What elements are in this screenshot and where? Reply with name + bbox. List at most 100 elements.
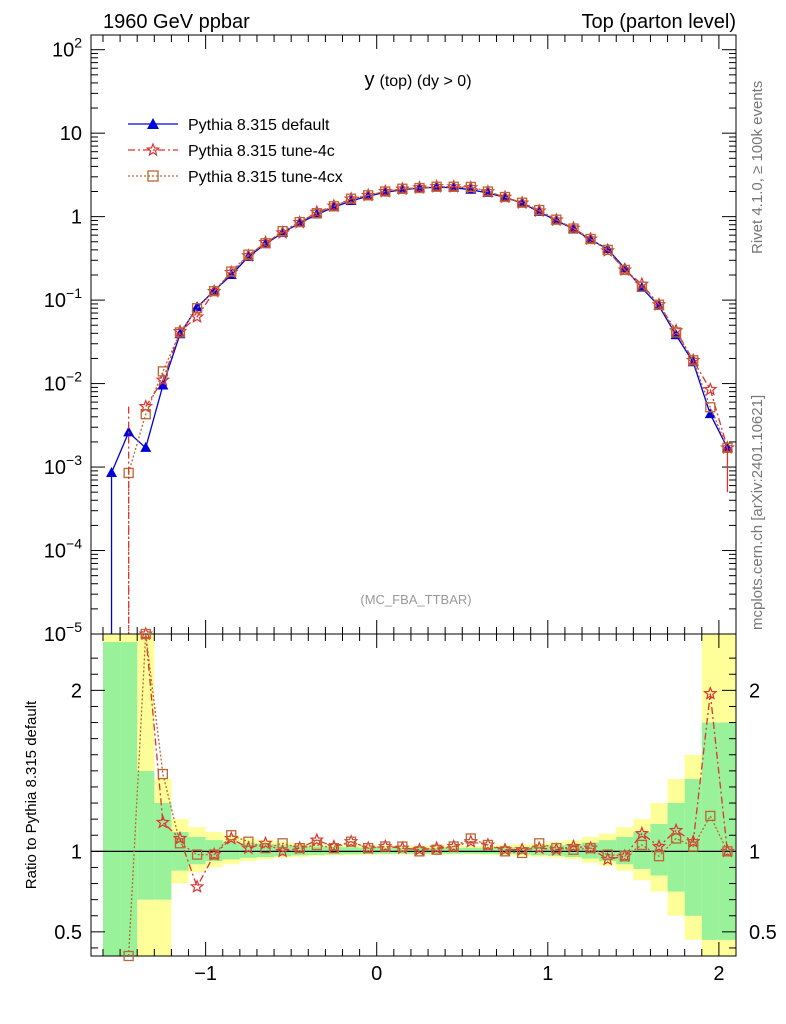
data-point <box>294 216 305 228</box>
ratio-point <box>155 814 171 829</box>
data-point <box>397 183 408 194</box>
band-bin <box>120 642 138 956</box>
plot-name: (MC_FBA_TTBAR) <box>360 592 471 607</box>
band-bin <box>137 770 155 900</box>
x-tick-label: −1 <box>194 963 217 985</box>
data-point <box>191 301 203 312</box>
header-left: 1960 GeV ppbar <box>103 11 250 33</box>
data-point <box>191 303 203 314</box>
rivet-version-label: Rivet 4.1.0, ≥ 100k events <box>749 81 766 254</box>
data-point <box>448 181 459 192</box>
y-tick-label: 1 <box>71 207 82 229</box>
ratio-y-axis-label: Ratio to Pythia 8.315 default <box>23 700 40 889</box>
ratio-point <box>585 842 596 854</box>
ratio-point <box>551 842 562 854</box>
data-point <box>704 408 716 419</box>
ratio-point <box>140 628 151 640</box>
main-panel: 10−5 10−4 10−3 10−2 10−1 1 10 102 y (top) (dy > … <box>44 34 737 646</box>
ratio-point <box>465 833 476 844</box>
ratio-frame <box>90 633 737 957</box>
data-point <box>465 181 476 193</box>
data-point <box>653 299 665 310</box>
data-point <box>277 226 288 237</box>
data-point <box>414 182 425 194</box>
ratio-series-line <box>145 633 729 889</box>
band-bin <box>325 846 343 855</box>
data-point <box>380 186 391 197</box>
main-ticks <box>91 35 736 635</box>
ratio-y-tick-label: 0.5 <box>54 922 82 944</box>
y-tick-label: 10−1 <box>44 285 82 312</box>
data-point <box>328 201 340 212</box>
ratio-point <box>277 838 288 849</box>
legend-entry-default: Pythia 8.315 default <box>128 117 330 134</box>
ratio-point <box>174 838 186 849</box>
ratio-point <box>688 841 699 852</box>
data-point <box>140 409 151 420</box>
data-point <box>157 379 169 390</box>
x-tick-label: 1 <box>542 963 553 985</box>
ratio-point <box>275 843 290 858</box>
ratio-point <box>670 833 682 844</box>
data-point <box>705 402 716 413</box>
ratio-point <box>123 950 134 962</box>
ratio-point <box>651 838 667 853</box>
data-point <box>189 309 205 324</box>
band-bin <box>718 722 736 940</box>
data-point <box>209 286 220 297</box>
band-bin <box>667 803 685 892</box>
ratio-point <box>189 879 205 893</box>
band-bin <box>274 844 292 857</box>
data-point <box>688 355 699 366</box>
ratio-point <box>380 841 391 852</box>
data-point <box>345 193 357 204</box>
ratio-point <box>414 846 425 857</box>
ratio-point <box>311 839 322 851</box>
ratio-point <box>703 685 718 700</box>
data-point <box>499 191 511 203</box>
plot-title: y (top) (dy > 0) <box>364 69 471 91</box>
legend-label-default: Pythia 8.315 default <box>188 117 330 134</box>
band-bin <box>701 722 719 940</box>
data-point <box>140 441 152 452</box>
ratio-y-tick-label: 1 <box>71 841 82 863</box>
data-point <box>157 366 169 377</box>
ratio-y-tick-label: 2 <box>71 680 82 702</box>
ratio-point <box>243 836 254 847</box>
mcplots-label: mcplots.cern.ch [arXiv:2401.10621] <box>749 395 766 630</box>
ratio-point <box>209 849 220 860</box>
data-point <box>516 197 528 208</box>
ratio-series <box>123 626 735 962</box>
data-point <box>636 281 648 292</box>
ratio-y-tick-label-right: 0.5 <box>749 922 777 944</box>
data-point <box>155 372 171 387</box>
data-point <box>602 244 613 256</box>
y-tick-label: 10−5 <box>44 619 82 646</box>
data-point <box>534 204 545 216</box>
ratio-point <box>431 844 442 855</box>
band-bin <box>103 642 121 956</box>
ratio-point <box>345 836 357 847</box>
data-point <box>123 426 135 437</box>
ratio-point <box>226 830 237 841</box>
ratio-point <box>653 851 665 862</box>
ratio-point <box>619 851 630 862</box>
ratio-point <box>260 842 271 854</box>
band-bin <box>547 845 565 856</box>
ratio-point <box>363 842 374 854</box>
band-bin <box>222 841 240 860</box>
legend-label-tune4cx: Pythia 8.315 tune-4cx <box>188 169 343 186</box>
ratio-point <box>191 849 203 860</box>
x-tick-label: 2 <box>713 963 724 985</box>
y-tick-label: 10 <box>60 123 82 145</box>
x-tick-label: 0 <box>371 963 382 985</box>
ratio-panel: 0.5 0.5 1 1 2 2 −1 0 1 2 Ratio to Pythia 8.315 de… <box>23 626 777 985</box>
data-point <box>260 238 271 249</box>
y-tick-label: 10−3 <box>44 452 82 479</box>
ratio-point <box>668 822 684 837</box>
legend-triangle-icon <box>147 118 159 129</box>
ratio-point <box>602 849 613 860</box>
data-point <box>363 190 374 201</box>
ratio-point <box>309 832 325 847</box>
y-tick-label: 10−4 <box>44 536 82 563</box>
